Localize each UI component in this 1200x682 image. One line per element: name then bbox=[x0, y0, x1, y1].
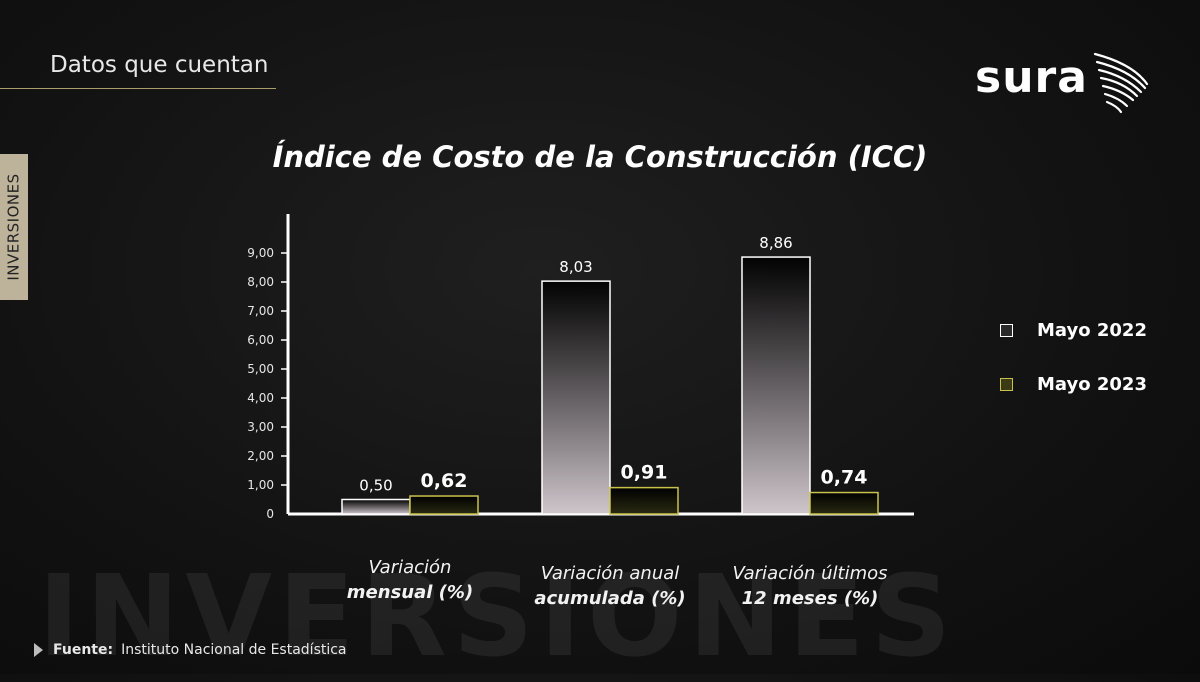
side-tab: INVERSIONES bbox=[0, 154, 28, 300]
y-tick-label: 2,00 bbox=[247, 449, 274, 463]
x-category-label: Variación últimos 12 meses (%) bbox=[700, 561, 920, 611]
x-category-label: Variación anual acumulada (%) bbox=[500, 561, 720, 611]
y-tick-label: 9,00 bbox=[247, 246, 274, 260]
triangle-bullet-icon bbox=[34, 643, 43, 657]
bar-mayo-2023 bbox=[809, 491, 879, 515]
y-tick-label: 5,00 bbox=[247, 362, 274, 376]
category-line-2: 12 meses (%) bbox=[741, 588, 879, 609]
category-line-1: Variación anual bbox=[540, 563, 680, 584]
header-divider bbox=[0, 88, 276, 89]
legend-item: Mayo 2023 bbox=[1000, 374, 1147, 395]
y-tick-label: 4,00 bbox=[247, 391, 274, 405]
data-label: 0,74 bbox=[821, 467, 868, 489]
bar-mayo-2023 bbox=[609, 486, 679, 515]
data-label: 8,03 bbox=[559, 258, 592, 276]
legend-swatch bbox=[1000, 378, 1013, 391]
y-tick-label: 8,00 bbox=[247, 275, 274, 289]
data-label: 8,86 bbox=[759, 234, 792, 252]
legend-label: Mayo 2023 bbox=[1037, 374, 1147, 395]
bar-mayo-2022 bbox=[541, 280, 611, 515]
data-label: 0,50 bbox=[359, 477, 392, 495]
source-label: Fuente: bbox=[53, 642, 114, 658]
category-line-1: Variación bbox=[368, 557, 452, 578]
x-category-label: Variación mensual (%) bbox=[300, 555, 520, 605]
header-title: Datos que cuentan bbox=[50, 52, 269, 78]
chart-title: Índice de Costo de la Construcción (ICC) bbox=[272, 140, 928, 174]
category-line-2: mensual (%) bbox=[346, 582, 474, 603]
legend-item: Mayo 2022 bbox=[1000, 320, 1147, 341]
logo-wing-icon bbox=[1093, 52, 1149, 114]
y-tick-label: 0 bbox=[266, 507, 274, 521]
data-label: 0,91 bbox=[621, 462, 668, 484]
bar-mayo-2022 bbox=[341, 498, 411, 515]
sura-logo: sura bbox=[975, 50, 1150, 116]
bar-mayo-2022 bbox=[741, 256, 811, 515]
watermark-text: INVERSIONES bbox=[38, 552, 958, 682]
data-label: 0,62 bbox=[421, 470, 468, 492]
bar-mayo-2023 bbox=[409, 495, 479, 515]
category-line-2: acumulada (%) bbox=[534, 588, 686, 609]
y-tick-label: 1,00 bbox=[247, 478, 274, 492]
legend-label: Mayo 2022 bbox=[1037, 320, 1147, 341]
y-tick-label: 7,00 bbox=[247, 304, 274, 318]
source-note: Fuente: Instituto Nacional de Estadístic… bbox=[34, 642, 347, 658]
source-text: Instituto Nacional de Estadística bbox=[121, 642, 347, 658]
legend-swatch bbox=[1000, 324, 1013, 337]
y-tick-label: 3,00 bbox=[247, 420, 274, 434]
category-line-1: Variación últimos bbox=[732, 563, 888, 584]
logo-text: sura bbox=[975, 52, 1088, 103]
y-tick-label: 6,00 bbox=[247, 333, 274, 347]
